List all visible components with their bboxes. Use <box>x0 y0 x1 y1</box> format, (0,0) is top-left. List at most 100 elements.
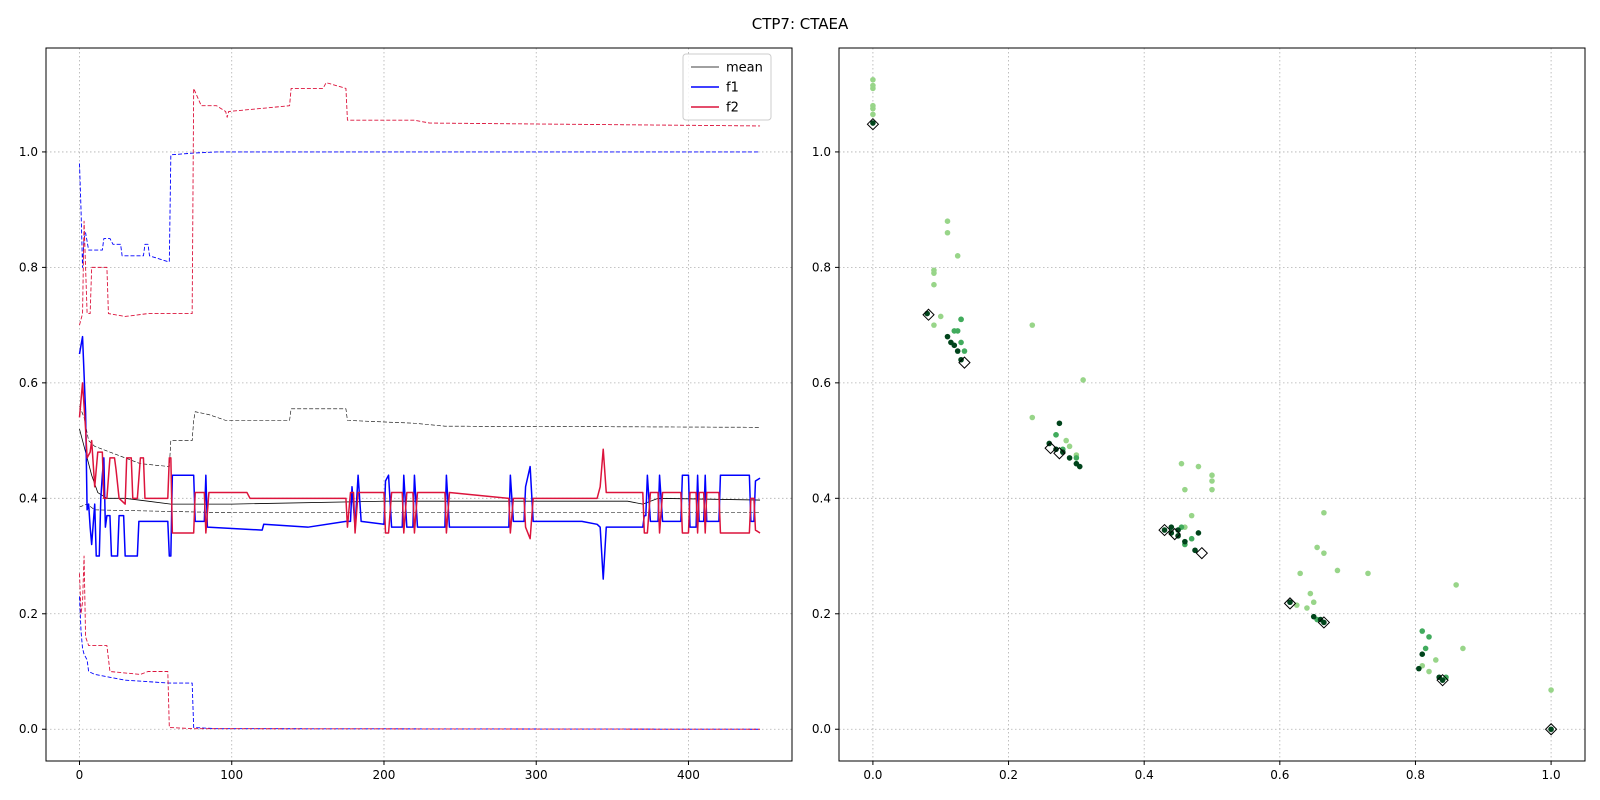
series-line-mean <box>79 428 761 505</box>
xtick-label: 0.4 <box>1135 768 1154 782</box>
pareto-marker <box>1195 546 1209 560</box>
left-series <box>78 82 761 730</box>
series-line-f2 <box>78 382 761 540</box>
scatter-point-2 <box>1439 677 1446 683</box>
scatter-point-2 <box>1416 665 1422 672</box>
scatter-point-2 <box>924 310 930 317</box>
scatter-point-2 <box>1419 651 1426 657</box>
pareto-marker <box>958 356 971 369</box>
scatter-point-0 <box>870 105 876 112</box>
scatter-point-0 <box>1297 570 1303 577</box>
scatter-point-0 <box>1209 478 1215 484</box>
scatter-point-1 <box>954 328 961 334</box>
legend-label-f1: f1 <box>726 81 739 96</box>
pareto-marker <box>1436 673 1449 687</box>
series-line-mean-lower <box>79 503 761 514</box>
right-axes-frame <box>838 47 1586 762</box>
pareto-marker <box>1053 447 1066 460</box>
figure-title: CTP7: CTAEA <box>752 15 849 33</box>
scatter-point-0 <box>1334 567 1341 574</box>
scatter-point-2 <box>1161 527 1168 533</box>
scatter-point-0 <box>954 253 961 259</box>
scatter-point-0 <box>944 229 951 236</box>
ytick-label: 0.4 <box>812 491 831 505</box>
scatter-point-0 <box>1080 377 1086 383</box>
scatter-point-0 <box>1209 486 1215 493</box>
scatter-point-0 <box>931 281 937 288</box>
scatter-point-2 <box>1548 726 1554 733</box>
scatter-point-0 <box>1195 463 1202 470</box>
series-line-f2-lower <box>79 555 761 730</box>
scatter-point-0 <box>870 85 876 92</box>
left-ticks: 0 100 200 300 400 0.0 0.2 0.4 0.6 0.8 1.0 <box>19 145 700 782</box>
convergence-plot: 0 100 200 300 400 0.0 0.2 0.4 0.6 0.8 1.0 mean f1 f2 <box>19 47 793 782</box>
scatter-point-0 <box>1321 509 1327 516</box>
scatter-point-0 <box>1310 599 1317 606</box>
pareto-scatter-plot: 0.0 0.2 0.4 0.6 0.8 1.0 0.0 0.2 0.4 0.6 0.8 1.0 <box>812 47 1586 782</box>
scatter-point-0 <box>1063 437 1069 444</box>
scatter-point-0 <box>944 218 951 224</box>
scatter-point-0 <box>1029 322 1036 328</box>
scatter-point-0 <box>870 111 876 118</box>
xtick-label: 0 <box>76 768 84 782</box>
scatter-point-1 <box>958 339 964 346</box>
scatter-point-1 <box>961 348 968 354</box>
ytick-label: 0.0 <box>812 722 831 736</box>
ytick-label: 1.0 <box>19 145 38 159</box>
scatter-point-0 <box>1188 512 1195 519</box>
legend-label-f2: f2 <box>726 101 739 116</box>
scatter-point-0 <box>1426 668 1432 675</box>
ytick-label: 0.0 <box>19 722 38 736</box>
scatter-point-0 <box>1314 544 1320 551</box>
xtick-label: 1.0 <box>1542 768 1561 782</box>
scatter-point-1 <box>1053 432 1059 438</box>
scatter-point-1 <box>958 316 964 323</box>
ytick-label: 1.0 <box>812 145 831 159</box>
pareto-marker <box>1168 527 1181 541</box>
scatter-point-2 <box>1182 538 1188 545</box>
xtick-label: 300 <box>525 768 548 782</box>
legend-box <box>682 53 772 121</box>
scatter-point-2 <box>870 120 876 126</box>
scatter-point-0 <box>1178 460 1185 467</box>
xtick-label: 0.8 <box>1406 768 1425 782</box>
scatter-point-2 <box>951 342 958 349</box>
ytick-label: 0.2 <box>812 607 831 621</box>
xtick-label: 0.0 <box>863 768 882 782</box>
pareto-marker <box>1158 523 1171 537</box>
right-series <box>866 76 1558 736</box>
ytick-label: 0.8 <box>19 260 38 274</box>
xtick-label: 0.6 <box>1270 768 1289 782</box>
pareto-marker <box>1283 597 1297 610</box>
scatter-point-2 <box>958 356 964 363</box>
scatter-point-2 <box>944 333 951 340</box>
pareto-marker <box>1544 723 1558 736</box>
scatter-point-2 <box>1066 455 1073 461</box>
xtick-label: 0.2 <box>999 768 1018 782</box>
scatter-point-2 <box>1192 547 1198 554</box>
scatter-point-0 <box>1321 550 1327 556</box>
scatter-point-0 <box>1548 687 1554 693</box>
ytick-label: 0.6 <box>812 376 831 390</box>
xtick-label: 400 <box>677 768 700 782</box>
scatter-point-0 <box>1029 414 1036 421</box>
ytick-label: 0.6 <box>19 376 38 390</box>
scatter-point-1 <box>1422 645 1429 652</box>
ytick-label: 0.8 <box>812 260 831 274</box>
scatter-point-2 <box>1195 530 1202 536</box>
series-line-f2-upper <box>79 82 761 326</box>
pareto-marker <box>866 118 880 131</box>
series-line-f1-lower <box>79 596 761 730</box>
scatter-point-0 <box>1209 472 1215 479</box>
scatter-point-2 <box>1321 619 1327 626</box>
scatter-point-2 <box>1056 420 1063 427</box>
xtick-label: 100 <box>220 768 243 782</box>
series-line-f1-upper <box>79 151 761 268</box>
scatter-point-0 <box>937 313 944 320</box>
scatter-point-0 <box>931 270 937 276</box>
scatter-point-0 <box>1307 590 1314 597</box>
series-line-mean-upper <box>79 405 761 467</box>
left-axes-frame <box>45 47 793 762</box>
